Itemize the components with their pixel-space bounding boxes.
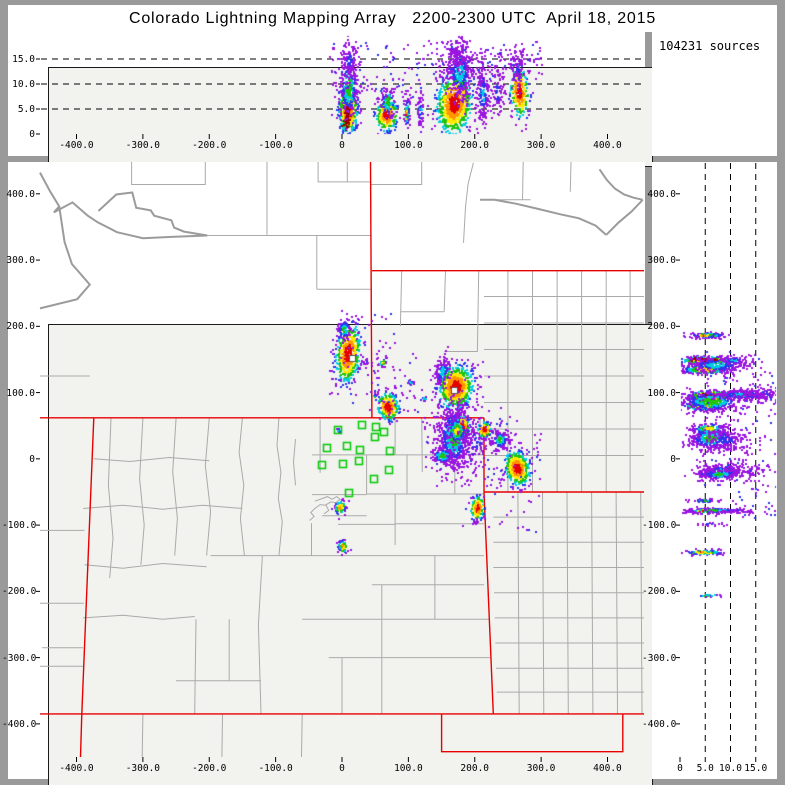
panel-altitude-ns: [652, 162, 777, 779]
plot-area-plan-view: [48, 324, 653, 785]
plot-area-altitude-ew: [48, 67, 653, 167]
title-bar: Colorado Lightning Mapping Array 2200-23…: [8, 5, 777, 32]
sources-count: 104231 sources: [659, 39, 761, 53]
page-title: Colorado Lightning Mapping Array 2200-23…: [128, 10, 657, 27]
panel-plan-view: [8, 162, 653, 785]
panel-sources: 104231 sources: [652, 32, 777, 156]
panel-altitude-ew: [8, 32, 653, 167]
